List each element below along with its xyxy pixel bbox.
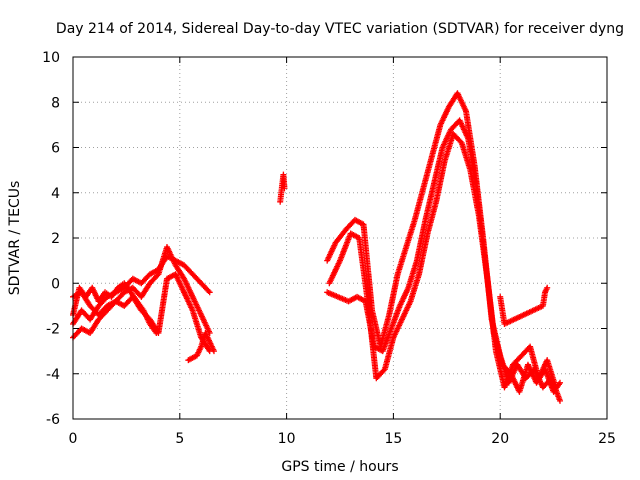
x-tick-label: 25 [598,431,616,447]
y-tick-label: 8 [51,95,60,111]
y-tick-label: 0 [51,276,60,292]
series-main-c [326,130,559,391]
x-tick-label: 10 [278,431,296,447]
series-early-e [185,330,217,364]
series-midday [277,171,288,205]
y-tick-label: 10 [42,50,60,66]
data-point [205,288,212,295]
y-axis-label: SDTVAR / TECUs [7,181,23,296]
x-tick-label: 20 [491,431,509,447]
data-point [552,384,559,391]
data-markers [70,90,564,404]
x-tick-label: 0 [69,431,78,447]
chart-title: Day 214 of 2014, Sidereal Day-to-day VTE… [56,21,624,37]
y-tick-label: 6 [51,141,60,157]
data-point [281,185,288,192]
y-tick-label: 4 [51,186,60,202]
data-point [544,284,551,291]
y-tick-label: 2 [51,231,60,247]
axis-ticks: 0 5 10 15 20 25 -6 -4 -2 0 2 4 6 8 10 [42,50,616,447]
y-tick-label: -2 [46,322,60,338]
series-early-d [70,280,160,337]
x-axis-label: GPS time / hours [281,459,398,475]
x-tick-label: 15 [384,431,402,447]
y-tick-label: -6 [46,412,60,428]
data-point [557,379,564,386]
series-late-spikes [497,284,551,327]
x-tick-label: 5 [175,431,184,447]
data-point [153,330,160,337]
data-point [206,289,213,296]
data-point [210,348,217,355]
y-tick-label: -4 [46,367,60,383]
data-point [557,397,564,404]
grid-lines [73,57,607,419]
